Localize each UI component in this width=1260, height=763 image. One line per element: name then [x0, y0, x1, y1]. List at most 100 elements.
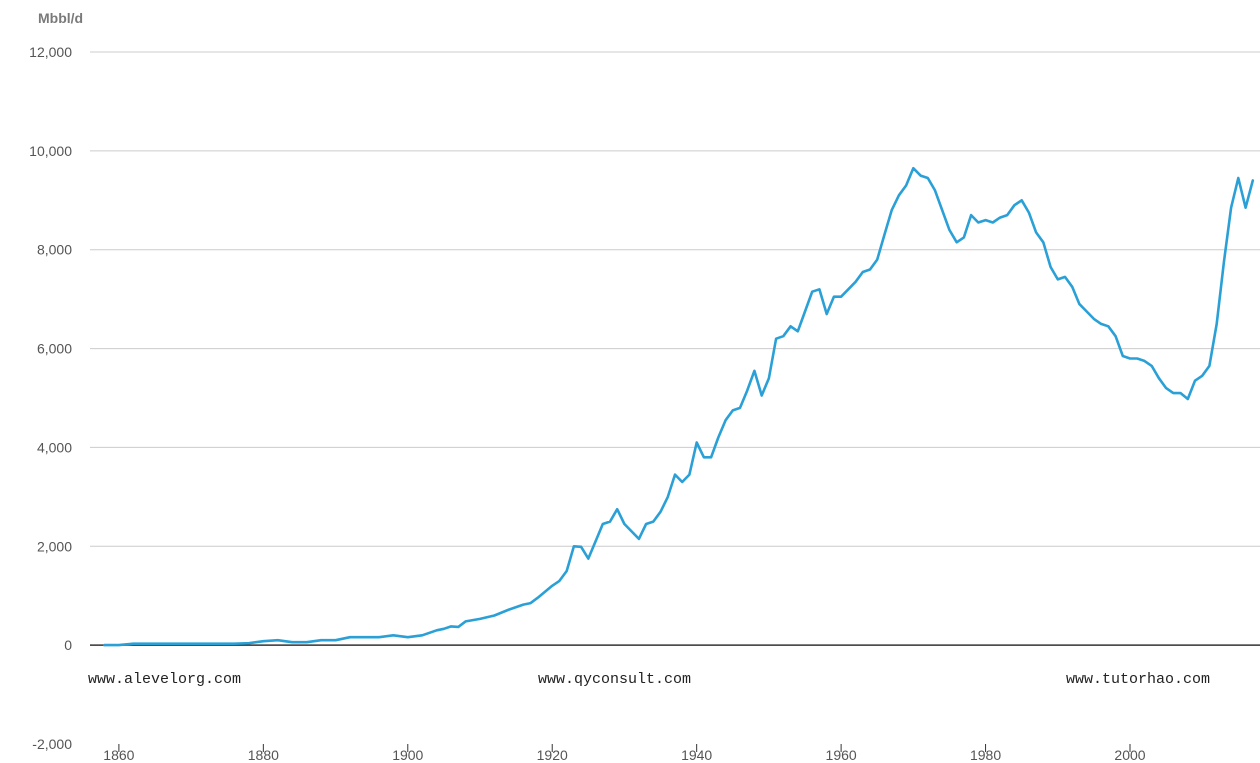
x-tick-label: 1980: [970, 747, 1001, 763]
data-point: [1245, 207, 1247, 209]
x-tick-label: 1860: [103, 747, 134, 763]
data-point: [262, 640, 264, 642]
data-point: [768, 377, 770, 379]
data-point: [1078, 303, 1080, 305]
data-point: [746, 390, 748, 392]
data-point: [161, 643, 163, 645]
data-point: [1143, 360, 1145, 362]
data-point: [710, 456, 712, 458]
data-point: [508, 609, 510, 611]
y-tick-label: 4,000: [37, 439, 72, 455]
data-point: [833, 296, 835, 298]
data-point: [493, 615, 495, 617]
data-point: [1064, 276, 1066, 278]
data-point: [1180, 392, 1182, 394]
data-point: [941, 209, 943, 211]
data-point: [797, 330, 799, 332]
data-point: [479, 618, 481, 620]
data-point: [999, 217, 1001, 219]
x-tick-label: 1900: [392, 747, 423, 763]
data-point: [566, 570, 568, 572]
data-point: [775, 338, 777, 340]
data-point: [956, 241, 958, 243]
data-point: [732, 409, 734, 411]
data-point: [1006, 214, 1008, 216]
data-point: [1093, 318, 1095, 320]
data-point: [739, 407, 741, 409]
data-point: [522, 604, 524, 606]
data-point: [1107, 325, 1109, 327]
data-point: [1129, 358, 1131, 360]
data-point: [392, 634, 394, 636]
data-point: [898, 194, 900, 196]
data-point: [443, 628, 445, 630]
data-point: [1252, 180, 1254, 182]
data-point: [465, 620, 467, 622]
data-point: [551, 585, 553, 587]
data-point: [1165, 387, 1167, 389]
x-tick-label: 1960: [826, 747, 857, 763]
data-point: [804, 311, 806, 313]
data-point: [1136, 358, 1138, 360]
data-point: [1086, 311, 1088, 313]
x-tick-label: 1920: [537, 747, 568, 763]
data-point: [790, 325, 792, 327]
data-point: [363, 636, 365, 638]
data-point: [1201, 375, 1203, 377]
data-point: [132, 643, 134, 645]
data-point: [674, 474, 676, 476]
data-point: [349, 636, 351, 638]
data-point: [233, 643, 235, 645]
y-axis-unit-label: Mbbl/d: [38, 10, 84, 26]
data-point: [811, 291, 813, 293]
data-point: [1013, 204, 1015, 206]
data-point: [616, 508, 618, 510]
x-tick-label: 1880: [248, 747, 279, 763]
data-point: [703, 456, 705, 458]
data-point: [277, 639, 279, 641]
data-point: [530, 602, 532, 604]
data-point: [912, 167, 914, 169]
data-point: [248, 642, 250, 644]
data-point: [934, 189, 936, 191]
series-line: [103, 166, 1255, 647]
data-point: [421, 634, 423, 636]
data-point: [1042, 241, 1044, 243]
data-point: [818, 288, 820, 290]
data-point: [753, 370, 755, 372]
data-point: [696, 442, 698, 444]
data-point: [306, 641, 308, 643]
data-point: [595, 540, 597, 542]
data-point: [587, 558, 589, 560]
data-point: [681, 481, 683, 483]
data-point: [320, 639, 322, 641]
data-point: [869, 269, 871, 271]
data-point: [717, 437, 719, 439]
y-tick-label: 6,000: [37, 341, 72, 357]
watermark-text: www.tutorhao.com: [1066, 671, 1211, 688]
data-point: [963, 236, 965, 238]
data-point: [985, 219, 987, 221]
data-point: [219, 643, 221, 645]
data-point: [883, 234, 885, 236]
data-point: [291, 641, 293, 643]
data-point: [1194, 380, 1196, 382]
y-tick-label: 2,000: [37, 538, 72, 554]
data-point: [631, 531, 633, 533]
data-point: [840, 296, 842, 298]
x-axis-tick-labels: 1860 1880 1900 1920 1940 1960 1980 2000: [103, 744, 1146, 763]
data-point: [436, 629, 438, 631]
data-point: [905, 185, 907, 187]
data-point: [1237, 177, 1239, 179]
y-tick-label: 10,000: [29, 143, 72, 159]
data-point: [1100, 323, 1102, 325]
data-point: [609, 521, 611, 523]
data-point: [920, 175, 922, 177]
data-point: [1187, 398, 1189, 400]
data-point: [457, 626, 459, 628]
data-point: [826, 313, 828, 315]
data-point: [761, 395, 763, 397]
data-point: [660, 511, 662, 513]
data-point: [948, 229, 950, 231]
data-point: [580, 546, 582, 548]
